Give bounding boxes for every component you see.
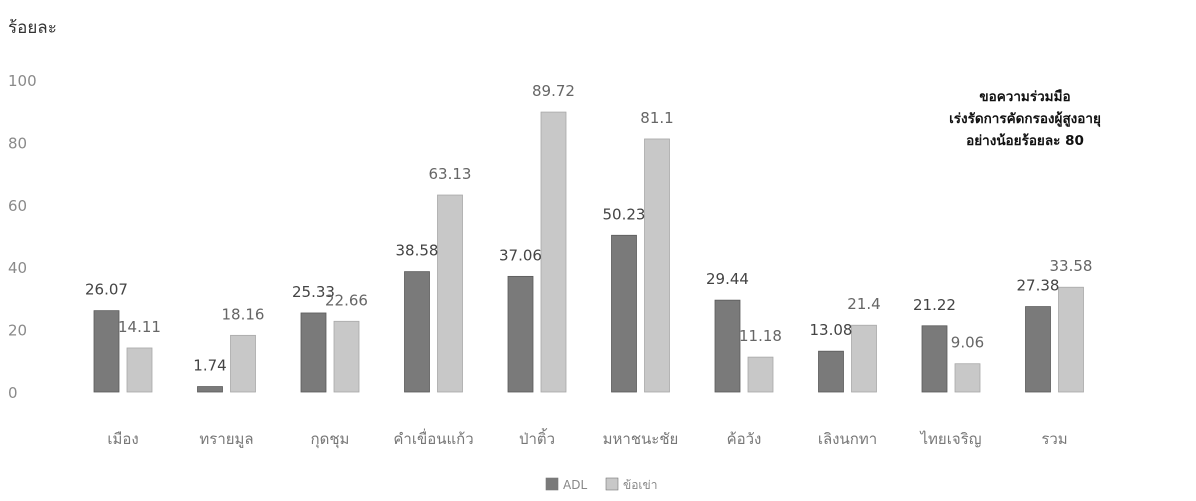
bar-knee bbox=[230, 334, 256, 393]
bar-knee bbox=[437, 194, 463, 393]
data-label: 38.58 bbox=[396, 242, 439, 260]
bar-knee bbox=[954, 363, 981, 393]
x-tick-labels: เมือง ทรายมูล กุดชุม คำเขื่อนแก้ว ป่าติ้ว มหา… bbox=[107, 428, 1067, 449]
bar-knee bbox=[851, 324, 877, 393]
x-tick-label: เลิงนกทา bbox=[818, 430, 877, 448]
bar-adl bbox=[197, 386, 223, 393]
x-tick-label: คำเขื่อนแก้ว bbox=[393, 428, 473, 448]
annotation-note: ขอความร่วมมือ เร่งรัดการคัดกรองผู้สูงอาย… bbox=[920, 86, 1130, 152]
bar-knee bbox=[1058, 286, 1084, 393]
data-label: 63.13 bbox=[429, 165, 472, 183]
legend-label: ADL bbox=[563, 478, 587, 492]
x-tick-label: รวม bbox=[1041, 430, 1067, 448]
data-label: 33.58 bbox=[1050, 257, 1093, 275]
y-tick-label: 40 bbox=[8, 259, 27, 277]
legend-label: ข้อเข่า bbox=[623, 478, 657, 492]
y-tick-labels: 0 20 40 60 80 100 bbox=[8, 72, 37, 402]
y-tick-label: 80 bbox=[8, 134, 27, 152]
data-label: 11.18 bbox=[739, 327, 782, 345]
annotation-line-2: เร่งรัดการคัดกรองผู้สูงอายุ bbox=[949, 111, 1101, 127]
data-label: 21.22 bbox=[913, 296, 956, 314]
bar-adl bbox=[921, 325, 948, 393]
x-tick-label: ไทยเจริญ bbox=[920, 430, 982, 448]
bar-adl bbox=[300, 312, 327, 393]
data-label: 14.11 bbox=[118, 318, 161, 336]
data-label: 27.38 bbox=[1017, 277, 1060, 295]
x-tick-label: มหาชนะชัย bbox=[603, 430, 679, 448]
y-tick-label: 60 bbox=[8, 197, 27, 215]
data-label: 22.66 bbox=[325, 291, 368, 309]
x-tick-label: ทรายมูล bbox=[199, 430, 253, 448]
data-label: 89.72 bbox=[532, 82, 575, 100]
data-label: 26.07 bbox=[85, 281, 128, 299]
data-label: 29.44 bbox=[706, 270, 749, 288]
bar-knee bbox=[333, 320, 360, 393]
annotation-line-3: อย่างน้อยร้อยละ 80 bbox=[966, 133, 1084, 149]
annotation-line-1: ขอความร่วมมือ bbox=[979, 89, 1071, 105]
bar-knee bbox=[126, 347, 153, 393]
bar-adl bbox=[404, 271, 430, 393]
data-label: 13.08 bbox=[810, 321, 853, 339]
y-tick-label: 20 bbox=[8, 322, 27, 340]
data-label: 1.74 bbox=[193, 357, 226, 375]
bar-knee bbox=[747, 356, 774, 393]
legend-swatch bbox=[605, 477, 619, 491]
legend: ADL ข้อเข่า bbox=[545, 477, 657, 492]
bar-knee bbox=[540, 111, 567, 393]
bar-knee bbox=[644, 138, 670, 393]
data-label: 81.1 bbox=[640, 109, 673, 127]
data-label: 9.06 bbox=[951, 334, 984, 352]
bars bbox=[93, 111, 1084, 393]
bar-adl bbox=[818, 350, 844, 393]
bar-adl bbox=[611, 234, 637, 393]
data-label: 25.33 bbox=[292, 283, 335, 301]
x-tick-label: กุดชุม bbox=[311, 430, 350, 449]
bar-adl bbox=[507, 275, 534, 393]
bar-adl bbox=[93, 310, 120, 393]
data-label: 50.23 bbox=[603, 205, 646, 223]
data-label: 37.06 bbox=[499, 246, 542, 264]
y-tick-label: 100 bbox=[8, 72, 37, 90]
legend-swatch bbox=[545, 477, 559, 491]
x-tick-label: เมือง bbox=[107, 430, 138, 448]
data-label: 18.16 bbox=[222, 305, 265, 323]
x-tick-label: ป่าติ้ว bbox=[519, 428, 555, 448]
bar-adl bbox=[714, 299, 741, 393]
x-tick-label: ค้อวัง bbox=[727, 430, 762, 448]
y-tick-label: 0 bbox=[8, 384, 18, 402]
data-label: 21.4 bbox=[847, 295, 880, 313]
y-axis-label: ร้อยละ bbox=[8, 18, 57, 38]
bar-adl bbox=[1025, 306, 1051, 393]
